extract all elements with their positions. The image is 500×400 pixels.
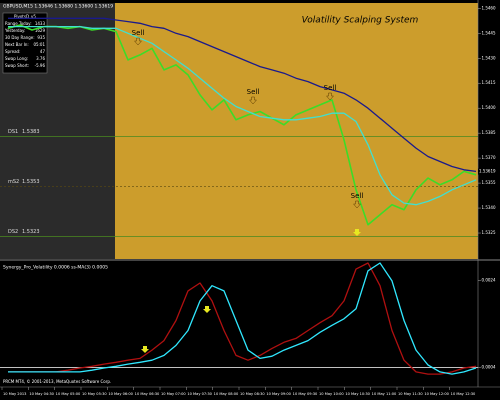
info-value: 05:01: [33, 42, 45, 47]
pivot-value: 1.5353: [22, 179, 40, 185]
x-tick-label: 10 May 07:30: [187, 392, 212, 396]
x-tick-label: 10 May 12:00: [424, 392, 449, 396]
info-value: 1433: [35, 21, 46, 26]
signal-arrow: [353, 229, 361, 236]
x-tick-label: 10 May 08:00: [214, 392, 239, 396]
info-value: -5.96: [35, 63, 46, 68]
chart-title: Volatility Scalping System: [302, 16, 419, 26]
info-label: Range Today:: [5, 21, 32, 26]
x-tick-label: 10 May 09:30: [293, 392, 318, 396]
info-value: 47: [40, 49, 46, 54]
footer: PRCM MT4, © 2001-2013, MetaQuotes Softwa…: [3, 379, 111, 384]
x-tick-label: 10 May 10:30: [345, 392, 370, 396]
signal-arrow: [203, 306, 211, 313]
info-label: Spread:: [5, 49, 20, 54]
series-line: [8, 262, 477, 375]
pivot-value: 1.5323: [22, 229, 40, 235]
x-tick-label: 10 May 2013: [3, 392, 26, 396]
pivot-label: DS2: [8, 229, 18, 235]
sell-annotation: Sell: [324, 84, 337, 92]
series-line: [8, 17, 477, 173]
x-tick-label: 10 May 11:00: [372, 392, 397, 396]
y-tick-label: 1.5445: [482, 30, 496, 35]
x-tick-label: 10 May 06:30: [135, 392, 160, 396]
x-tick-label: 10 May 10:00: [319, 392, 344, 396]
info-value: 3.76: [36, 56, 45, 61]
y-tick-label: 1.5340: [482, 205, 496, 210]
x-tick-label: 10 May 06:00: [108, 392, 133, 396]
x-tick-label: 10 May 07:00: [161, 392, 186, 396]
y-tick-label: 1.5430: [482, 55, 496, 60]
sell-annotation: Sell: [247, 88, 260, 96]
y-tick-label: 1.5325: [482, 230, 496, 235]
series-line: [8, 262, 477, 375]
series-line: [8, 25, 477, 206]
last-price-box: [478, 168, 500, 175]
x-tick-label: 10 May 05:00: [56, 392, 81, 396]
indicator-title: Synergy_Pro_Volatility 0.0006 ss-MA(3) 0…: [3, 265, 108, 271]
y-tick-label: 1.5400: [482, 105, 496, 110]
x-tick-label: 10 May 08:30: [240, 392, 265, 396]
info-panel: PivotsD_v5 Range Today: 1433 Yesterday: 162…: [2, 12, 48, 74]
pivot-label: mS2: [8, 179, 19, 185]
info-label: 30 Day Range:: [5, 35, 35, 40]
series-line: [7, 24, 477, 226]
x-tick-label: 10 May 11:30: [398, 392, 423, 396]
pivot-value: 1.5383: [22, 129, 40, 135]
sell-annotation: Sell: [132, 29, 145, 37]
last-price-label: 1.53619: [479, 169, 496, 174]
pivot-label: DS1: [8, 129, 18, 135]
info-label: Yesterday:: [4, 28, 25, 33]
info-box: [2, 12, 48, 74]
info-label: Swap Short:: [5, 63, 29, 68]
y-tick-label: 1.5385: [482, 130, 496, 135]
info-value: 935: [37, 35, 45, 40]
sell-annotation: Sell: [351, 192, 364, 200]
y-tick-label: 1.5355: [482, 180, 496, 185]
symbol-header: GBPUSD,M15 1.53646 1.53680 1.53600 1.536…: [3, 4, 113, 10]
y-tick-label: 0.0004: [482, 365, 496, 370]
y-tick-label: 0.0024: [482, 277, 496, 282]
sell-arrow: [248, 96, 258, 105]
y-tick-label: 1.5415: [482, 80, 496, 85]
sell-arrow: [133, 37, 143, 46]
y-tick-label: 1.5460: [482, 5, 496, 10]
info-title: PivotsD_v5: [14, 14, 36, 19]
signal-arrow: [141, 346, 149, 353]
x-tick-label: 10 May 04:30: [29, 392, 54, 396]
sell-arrow: [352, 200, 362, 209]
sell-arrow: [325, 92, 335, 101]
x-tick-label: 10 May 12:30: [451, 392, 476, 396]
info-label: Next Bar In:: [5, 42, 29, 47]
info-label: Swap Long:: [5, 56, 28, 61]
info-value: 1629: [35, 28, 46, 33]
x-tick-label: 10 May 05:30: [82, 392, 107, 396]
signal-arrows: [141, 229, 361, 353]
y-tick-label: 1.5370: [482, 155, 496, 160]
x-tick-label: 10 May 09:00: [266, 392, 291, 396]
gold-zone: [115, 3, 478, 259]
